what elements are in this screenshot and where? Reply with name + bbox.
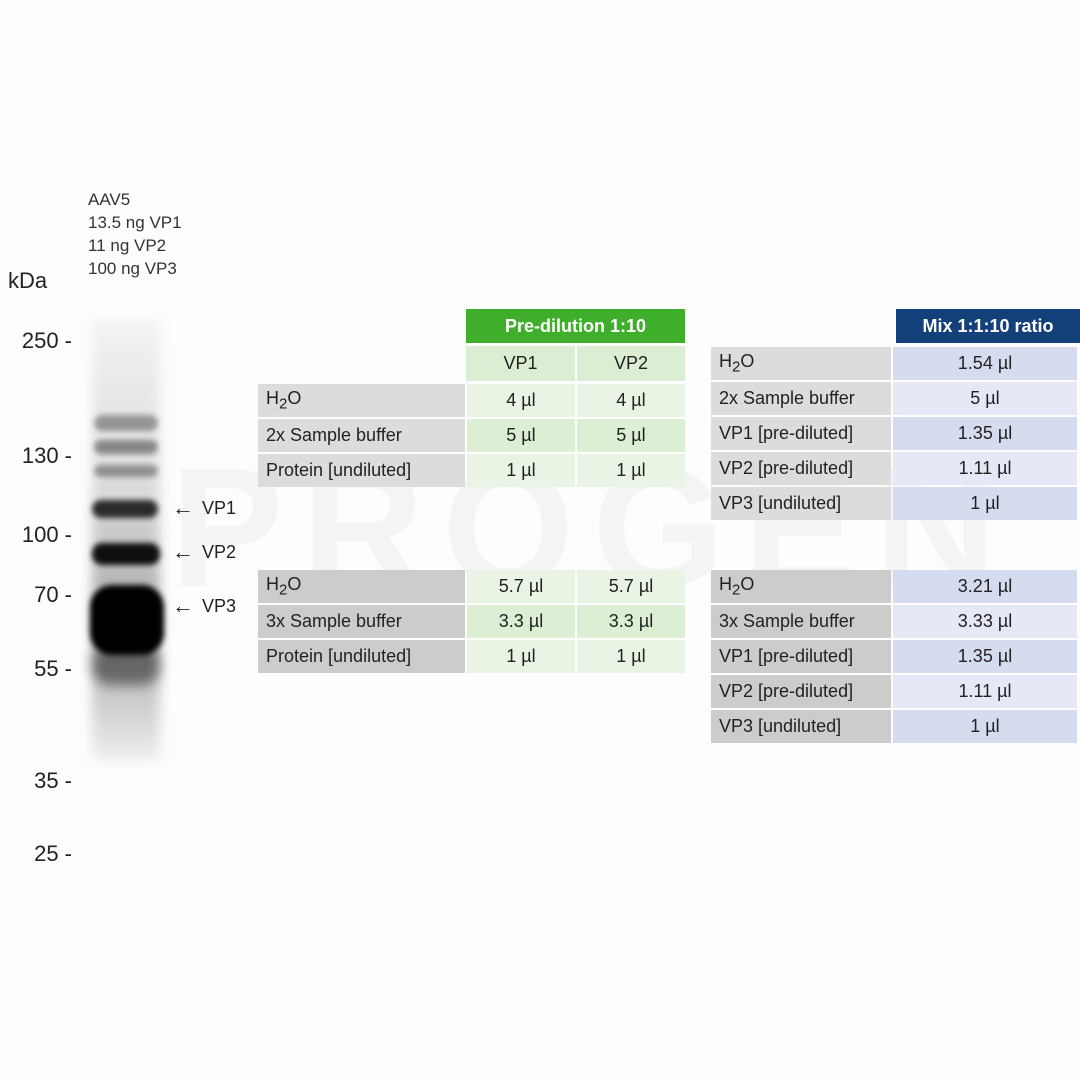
row-label: 2x Sample buffer [711,382,891,415]
kda-label: kDa [8,268,48,293]
left-arrow-icon: ← [172,593,194,618]
marker-25: 25 - [34,841,72,866]
row-label: 2x Sample buffer [258,419,465,452]
row-label: VP3 [undiluted] [711,487,891,520]
value-cell: 5 µl [893,382,1077,415]
table-row: Protein [undiluted] 1 µl 1 µl [258,454,685,487]
faint-band [94,465,158,477]
table-row: VP3 [undiluted] 1 µl [711,710,1077,743]
table-row: 3x Sample buffer 3.3 µl 3.3 µl [258,605,685,638]
marker-70: 70 - [34,582,72,607]
predilution-table-3x: H2O 5.7 µl 5.7 µl 3x Sample buffer 3.3 µ… [256,568,687,675]
vp1-cell: 1 µl [467,640,575,673]
row-label: VP2 [pre-diluted] [711,452,891,485]
sample-line: 13.5 ng VP1 [88,213,182,232]
value-cell: 1.35 µl [893,417,1077,450]
table-row: H2O 5.7 µl 5.7 µl [258,570,685,603]
sample-line: 100 ng VP3 [88,259,177,278]
vp2-cell: 4 µl [577,384,685,417]
value-cell: 3.21 µl [893,570,1077,603]
faint-band [94,415,158,431]
marker-250: 250 - [21,328,72,353]
row-label: H2O [711,570,891,603]
row-label: Protein [undiluted] [258,454,465,487]
value-cell: 1 µl [893,710,1077,743]
sample-line: AAV5 [88,190,131,209]
col-header-vp2: VP2 [577,346,685,381]
sample-line: 11 ng VP2 [88,236,167,255]
row-label: H2O [258,570,465,603]
vp2-cell: 5 µl [577,419,685,452]
table-row: 2x Sample buffer 5 µl [711,382,1077,415]
value-cell: 1.35 µl [893,640,1077,673]
value-cell: 3.33 µl [893,605,1077,638]
vp3-arrow: ← VP3 [172,594,236,618]
marker-100: 100 - [21,522,72,547]
vp1-cell: 5 µl [467,419,575,452]
vp1-arrow: ← VP1 [172,496,236,520]
table-row: Protein [undiluted] 1 µl 1 µl [258,640,685,673]
gel-sample-label: AAV5 13.5 ng VP1 11 ng VP2 100 ng VP3 [88,188,182,280]
table-row: VP3 [undiluted] 1 µl [711,487,1077,520]
vp1-cell: 1 µl [467,454,575,487]
row-label: 3x Sample buffer [711,605,891,638]
value-cell: 1.11 µl [893,452,1077,485]
faint-band [94,440,158,454]
table-row: VP1 [pre-diluted] 1.35 µl [711,417,1077,450]
row-label: VP1 [pre-diluted] [711,640,891,673]
arrow-label: VP3 [202,595,237,616]
vp2-cell: 3.3 µl [577,605,685,638]
table-row: H2O 4 µl 4 µl [258,384,685,417]
vp2-cell: 5.7 µl [577,570,685,603]
table-row: 3x Sample buffer 3.33 µl [711,605,1077,638]
vp2-arrow: ← VP2 [172,540,236,564]
vp2-cell: 1 µl [577,640,685,673]
table-row: VP2 [pre-diluted] 1.11 µl [711,452,1077,485]
row-label: VP1 [pre-diluted] [711,417,891,450]
vp2-band [92,543,160,565]
table-row: VP1 [pre-diluted] 1.35 µl [711,640,1077,673]
table-row: VP2 [pre-diluted] 1.11 µl [711,675,1077,708]
marker-130: 130 - [21,443,72,468]
value-cell: 1 µl [893,487,1077,520]
predilution-table-2x: H2O 4 µl 4 µl 2x Sample buffer 5 µl 5 µl… [256,382,687,489]
row-label: 3x Sample buffer [258,605,465,638]
value-cell: 1.11 µl [893,675,1077,708]
table-row: H2O 3.21 µl [711,570,1077,603]
vp1-band [92,500,158,518]
vp1-cell: 5.7 µl [467,570,575,603]
arrow-label: VP1 [202,497,237,518]
row-label: VP2 [pre-diluted] [711,675,891,708]
value-cell: 1.54 µl [893,347,1077,380]
row-label: VP3 [undiluted] [711,710,891,743]
row-label: H2O [258,384,465,417]
marker-55: 55 - [34,656,72,681]
row-label: Protein [undiluted] [258,640,465,673]
table-row: H2O 1.54 µl [711,347,1077,380]
marker-35: 35 - [34,768,72,793]
mix-header: Mix 1:1:10 ratio [896,309,1080,343]
mix-table-2x: H2O 1.54 µl 2x Sample buffer 5 µl VP1 [p… [709,345,1079,522]
left-arrow-icon: ← [172,495,194,520]
vp3-band [90,585,164,655]
col-header-vp1: VP1 [466,346,575,381]
gel-lane [80,300,176,770]
arrow-label: VP2 [202,541,237,562]
vp2-cell: 1 µl [577,454,685,487]
left-arrow-icon: ← [172,539,194,564]
predilution-header: Pre-dilution 1:10 [466,309,685,343]
vp1-cell: 3.3 µl [467,605,575,638]
vp1-cell: 4 µl [467,384,575,417]
row-label: H2O [711,347,891,380]
mix-table-3x: H2O 3.21 µl 3x Sample buffer 3.33 µl VP1… [709,568,1079,745]
table-row: 2x Sample buffer 5 µl 5 µl [258,419,685,452]
